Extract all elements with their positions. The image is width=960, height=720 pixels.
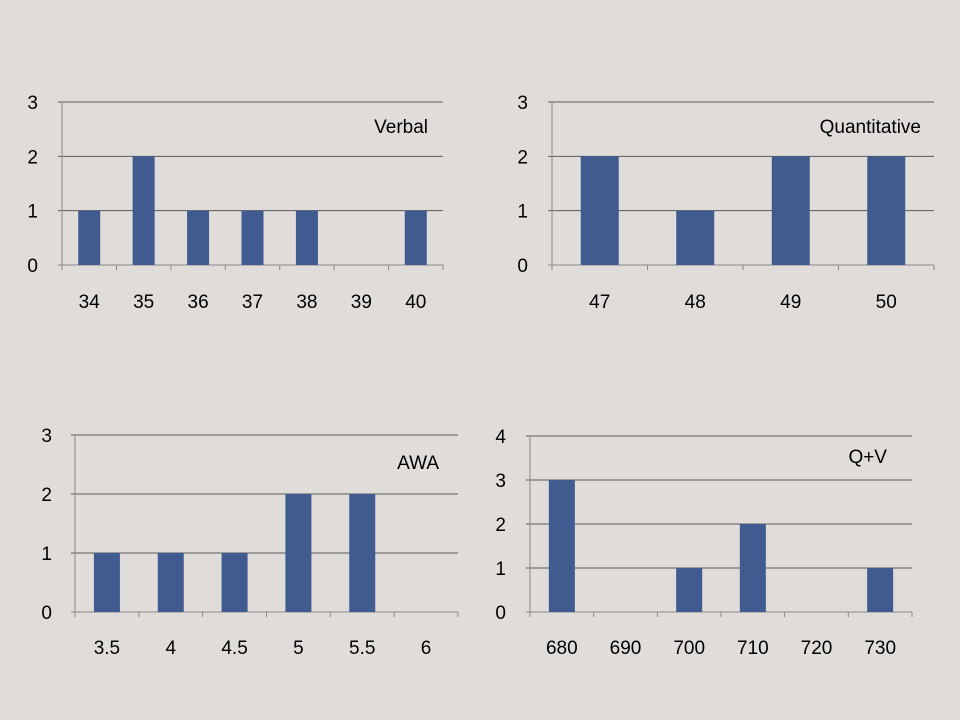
y-tick-label: 0 [517,256,528,277]
chart-title: AWA [397,453,439,474]
x-tick-label: 38 [296,292,317,313]
chart-awa: 0 1 2 3 3.5 4 4.5 5 5.5 6 AWA [41,426,459,659]
y-tick-label: 2 [41,485,52,506]
x-tick-label: 35 [133,292,154,313]
x-tick-label: 690 [610,638,642,659]
y-tick-label: 0 [27,256,38,277]
y-tick-label: 2 [495,515,506,536]
y-tick-label: 2 [27,147,38,168]
bar [404,210,427,265]
x-tick-label: 34 [79,292,101,313]
y-tick-label: 1 [27,202,38,223]
bar [221,553,248,612]
x-tick-label: 50 [876,292,897,313]
bar [241,210,264,265]
x-tick-label: 710 [737,638,769,659]
y-tick-label: 3 [41,426,52,447]
x-tick-label: 4.5 [221,638,247,659]
bar [132,156,155,265]
y-tick-label: 1 [517,202,528,223]
y-tick-label: 0 [495,603,506,624]
y-tick-label: 1 [41,544,52,565]
chart-title: Quantitative [820,117,921,138]
y-tick-label: 3 [27,93,38,114]
x-tick-label: 36 [188,292,209,313]
x-tick-label: 4 [165,638,176,659]
bar [349,494,376,612]
bar [187,210,210,265]
chart-q-plus-v: 0 1 2 3 4 680 690 700 710 720 730 Q+V [495,427,913,659]
x-tick-label: 5 [293,638,304,659]
x-tick-label: 37 [242,292,263,313]
x-tick-label: 48 [685,292,706,313]
chart-title: Verbal [374,117,428,138]
bar [157,553,184,612]
bar [676,568,703,612]
bar [867,568,894,612]
chart-verbal: 0 1 2 3 34 35 36 37 38 39 40 Verbal [27,93,444,313]
bar [676,210,715,265]
y-tick-label: 3 [495,471,506,492]
x-tick-label: 40 [405,292,426,313]
bar [771,156,810,265]
chart-title: Q+V [848,447,887,468]
x-tick-label: 720 [801,638,833,659]
x-tick-label: 5.5 [349,638,375,659]
x-tick-label: 700 [673,638,705,659]
bar [867,156,906,265]
y-tick-label: 4 [495,427,506,448]
y-tick-label: 3 [517,93,528,114]
bar [285,494,312,612]
y-tick-label: 1 [495,559,506,580]
chart-quantitative: 0 1 2 3 47 48 49 50 Quantitative [517,93,935,313]
x-tick-label: 39 [351,292,372,313]
x-tick-label: 730 [864,638,896,659]
x-tick-label: 680 [546,638,578,659]
x-tick-label: 3.5 [94,638,120,659]
bar [548,480,575,612]
x-tick-label: 6 [421,638,432,659]
bar [93,553,120,612]
y-tick-label: 2 [517,147,528,168]
bar [739,524,766,612]
bar [78,210,101,265]
y-tick-label: 0 [41,603,52,624]
x-tick-label: 47 [589,292,610,313]
x-tick-label: 49 [780,292,801,313]
bar [580,156,619,265]
bar [295,210,318,265]
